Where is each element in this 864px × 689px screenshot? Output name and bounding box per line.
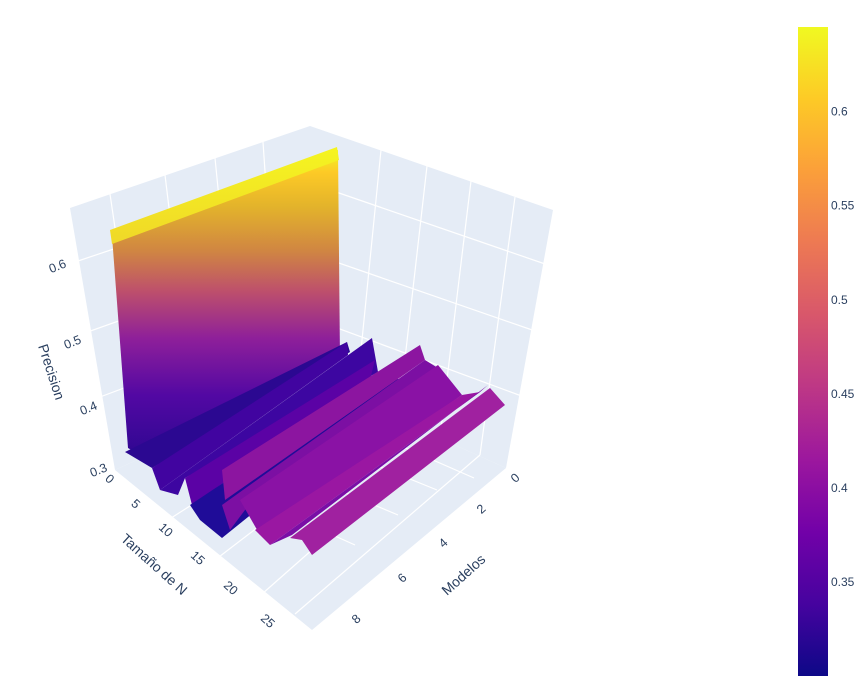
surface-ridge-6 — [222, 345, 425, 500]
surface-ridge-11 — [290, 388, 505, 555]
surface — [110, 147, 505, 555]
z-tick-label: 0.6 — [47, 257, 68, 277]
colorbar-gradient — [798, 27, 828, 676]
surface-ridge-2 — [152, 342, 348, 490]
x-tick-label: 4 — [436, 535, 451, 550]
z-tick-label: 0.3 — [88, 461, 109, 481]
colorbar: 0.35 0.4 0.45 0.5 0.55 0.6 — [798, 27, 855, 676]
surface-ridge-3 — [160, 338, 378, 495]
surface-wall-top — [110, 147, 339, 244]
x-tick-label: 2 — [474, 501, 489, 516]
x-tick-label: 0 — [508, 470, 523, 485]
surface-ridge-9 — [255, 392, 480, 545]
x-tick-label: 6 — [395, 570, 410, 585]
y-tick-label: 25 — [258, 611, 278, 631]
surface-ridge-1 — [125, 342, 350, 468]
z-tick-label: 0.4 — [78, 399, 99, 419]
colorbar-tick-label: 0.4 — [831, 481, 848, 495]
z-tick-label: 0.5 — [62, 333, 83, 353]
x-axis-title: Modelos — [438, 551, 488, 598]
colorbar-tick-label: 0.35 — [831, 575, 855, 589]
z-axis-ticks: 0.3 0.4 0.5 0.6 — [47, 257, 109, 481]
y-tick-label: 15 — [188, 548, 208, 568]
colorbar-tick-label: 0.55 — [831, 199, 855, 213]
surface-ridge-8 — [240, 365, 462, 535]
colorbar-tick-label: 0.6 — [831, 105, 848, 119]
colorbar-ticks: 0.35 0.4 0.45 0.5 0.55 0.6 — [831, 105, 855, 589]
z-axis-title: Precision — [35, 342, 68, 402]
y-axis-title: Tamaño de N — [118, 530, 191, 598]
colorbar-tick-label: 0.45 — [831, 387, 855, 401]
y-tick-label: 5 — [128, 496, 143, 511]
x-tick-label: 8 — [349, 611, 364, 626]
y-tick-label: 10 — [156, 520, 176, 540]
colorbar-tick-label: 0.5 — [831, 293, 848, 307]
y-tick-label: 20 — [221, 578, 241, 598]
